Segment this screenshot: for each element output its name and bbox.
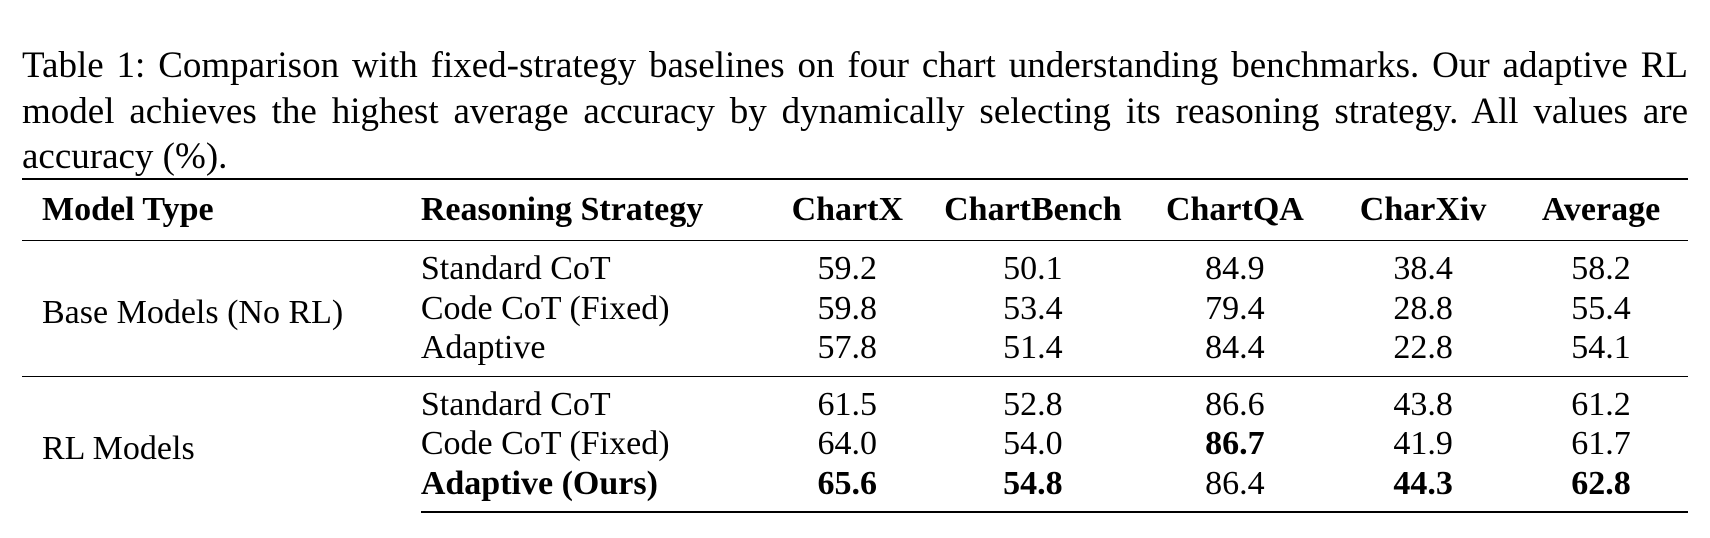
chartx-cell: 61.5 <box>766 375 929 424</box>
group-rl-models: RL Models Standard CoT 61.5 52.8 86.6 43… <box>22 375 1688 513</box>
table-row: Code CoT (Fixed) 64.0 54.0 86.7 41.9 61.… <box>22 424 1688 464</box>
chartbench-cell: 50.1 <box>1003 250 1063 287</box>
charxiv-cell: 28.8 <box>1393 289 1453 327</box>
chartqa-cell-best: 86.7 <box>1205 425 1265 462</box>
chartqa-cell: 84.9 <box>1205 250 1265 287</box>
charxiv-cell-best: 44.3 <box>1332 463 1515 513</box>
average-cell: 54.1 <box>1571 329 1631 366</box>
charxiv-cell: 41.9 <box>1393 425 1453 462</box>
average-cell: 61.2 <box>1514 375 1688 424</box>
header-charxiv: CharXiv <box>1359 191 1487 228</box>
table-row: Base Models (No RL) Standard CoT 59.2 50… <box>22 241 1688 331</box>
average-cell: 61.7 <box>1571 425 1631 462</box>
table-row: Code CoT (Fixed) 59.8 53.4 79.4 28.8 55.… <box>22 289 1688 329</box>
average-cell: 55.4 <box>1571 289 1631 327</box>
strategy-cell: Standard CoT <box>420 375 767 424</box>
results-table: Model Type Reasoning Strategy ChartX Cha… <box>22 178 1688 513</box>
model-type-cell: RL Models <box>22 375 421 512</box>
chartx-cell: 57.8 <box>817 329 878 366</box>
chartqa-cell: 86.4 <box>1137 463 1333 513</box>
chartbench-cell-best: 54.8 <box>928 463 1138 513</box>
chartqa-cell: 79.4 <box>1205 289 1265 327</box>
charxiv-cell: 22.8 <box>1393 329 1453 366</box>
group-base-models: Base Models (No RL) Standard CoT 59.2 50… <box>22 241 1688 377</box>
chartqa-cell: 86.6 <box>1137 375 1333 424</box>
table-row: Adaptive (Ours) 65.6 54.8 86.4 44.3 62.8 <box>22 463 1688 513</box>
table-caption-text: Comparison with fixed-strategy baselines… <box>22 45 1689 177</box>
chartx-cell: 59.2 <box>817 250 878 287</box>
header-chartbench: ChartBench <box>944 191 1122 228</box>
model-type-cell: Base Models (No RL) <box>42 293 344 331</box>
header-chartqa: ChartQA <box>1165 191 1304 228</box>
chartbench-cell: 53.4 <box>1003 289 1063 327</box>
strategy-cell-ours: Adaptive (Ours) <box>420 463 767 513</box>
average-cell-best: 62.8 <box>1514 463 1688 513</box>
average-cell: 58.2 <box>1571 250 1631 287</box>
table-row: Adaptive 57.8 51.4 84.4 22.8 54.1 <box>22 328 1688 376</box>
header-reasoning-strategy: Reasoning Strategy <box>420 191 704 228</box>
chartbench-cell: 52.8 <box>928 375 1138 424</box>
chartx-cell: 64.0 <box>817 425 878 462</box>
chartx-cell: 59.8 <box>817 289 878 327</box>
header-average: Average <box>1541 191 1661 228</box>
header-chartx: ChartX <box>791 191 904 228</box>
charxiv-cell: 38.4 <box>1393 250 1453 287</box>
charxiv-cell: 43.8 <box>1332 375 1515 424</box>
header-model-type: Model Type <box>42 191 214 228</box>
chartqa-cell: 84.4 <box>1205 329 1265 366</box>
chartbench-cell: 51.4 <box>1003 329 1063 366</box>
strategy-cell: Adaptive <box>420 329 546 366</box>
chartx-cell-best: 65.6 <box>766 463 929 513</box>
strategy-cell: Code CoT (Fixed) <box>420 289 670 327</box>
strategy-cell: Standard CoT <box>420 250 611 287</box>
table-caption-label: Table 1: <box>22 45 146 86</box>
table-caption: Table 1: Comparison with fixed-strategy … <box>22 43 1688 180</box>
strategy-cell: Code CoT (Fixed) <box>420 425 670 462</box>
table-row: RL Models Standard CoT 61.5 52.8 86.6 43… <box>22 375 1688 512</box>
chartbench-cell: 54.0 <box>1003 425 1063 462</box>
table-header-row: Model Type Reasoning Strategy ChartX Cha… <box>22 179 1688 241</box>
